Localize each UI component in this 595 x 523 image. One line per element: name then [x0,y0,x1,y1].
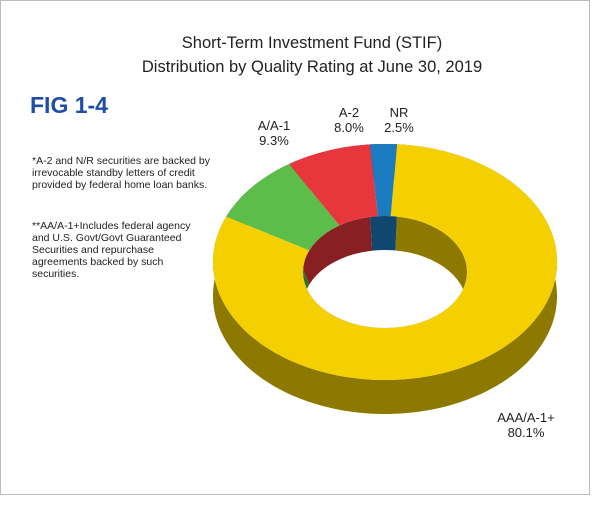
slice-label: A-2 [339,105,359,120]
slice-value-label: 8.0% [334,120,364,135]
note: **AA/A-1+Includes federal agency and U.S… [32,220,191,280]
slice-value-label: 2.5% [384,120,414,135]
frame [0,0,590,495]
slice-value-label: 9.3% [259,133,289,148]
note: *A-2 and N/R securities are backed by ir… [32,155,211,191]
slice [289,144,378,226]
slice [226,164,340,251]
slice-value-label: 80.1% [508,425,545,440]
slice-label: A/A-1 [258,118,291,133]
slice [370,144,397,217]
hole [303,216,467,328]
chart-title: Short-Term Investment Fund (STIF) [182,34,442,52]
hole-floor [303,250,467,328]
chart-subtitle: Distribution by Quality Rating at June 3… [142,58,482,76]
slice-label: AAA/A-1+ [497,410,554,425]
slice-label: NR [390,105,409,120]
figure-label: FIG 1-4 [30,92,108,118]
slice [213,144,557,380]
